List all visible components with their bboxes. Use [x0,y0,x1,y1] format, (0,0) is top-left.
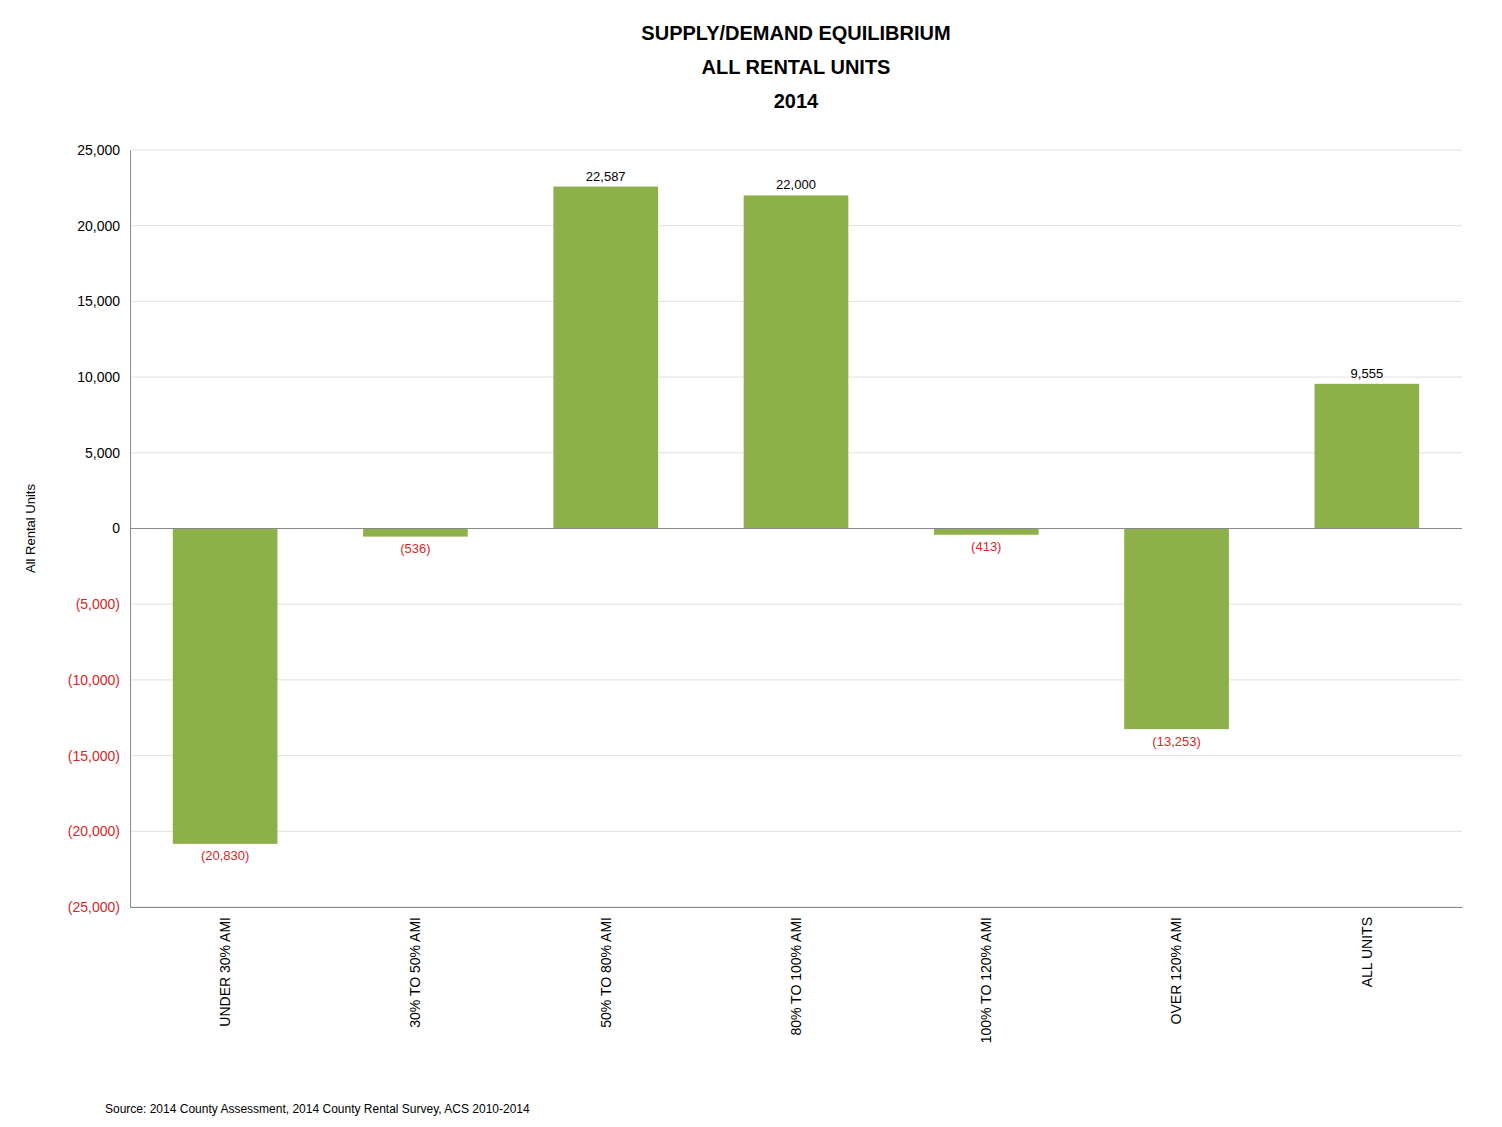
grid-line [130,755,1462,756]
y-tick-label: (15,000) [68,748,120,764]
data-label: (13,253) [1152,734,1200,749]
grid-line [130,907,1462,908]
y-tick-label: 25,000 [77,142,120,158]
x-tick-label: 30% TO 50% AMI [407,917,423,1028]
grid-line [130,831,1462,832]
y-tick: 5,000 [85,445,130,461]
x-tick-label: 80% TO 100% AMI [788,917,804,1036]
title-line: 2014 [774,90,819,112]
plot: (25,000) (20,000) (15,000) (10,000) (5,000) 0… [68,142,1463,1043]
y-tick-label: 0 [112,520,120,536]
bars [173,187,1419,844]
data-label: (413) [971,539,1001,554]
y-tick-label: 15,000 [77,293,120,309]
y-tick-label: (10,000) [68,672,120,688]
x-tick-label: UNDER 30% AMI [217,917,233,1027]
y-tick: (15,000) [68,748,130,764]
zero-line [130,528,1462,529]
data-label: (20,830) [201,848,249,863]
y-tick: (25,000) [68,899,130,915]
y-tick-label: 5,000 [85,445,120,461]
bar [553,187,658,529]
x-tick: 50% TO 80% AMI [598,907,614,1028]
data-label: 9,555 [1351,366,1384,381]
bar [934,529,1039,535]
y-tick-label: (25,000) [68,899,120,915]
y-tick-label: (20,000) [68,823,120,839]
y-axis-title: All Rental Units [23,484,38,573]
x-tick: 30% TO 50% AMI [407,907,423,1028]
y-tick: 10,000 [77,369,130,385]
y-axis-line [130,151,131,908]
bar [744,195,849,528]
chart: (25,000) (20,000) (15,000) (10,000) (5,000) 0… [0,0,1502,1127]
x-tick: 80% TO 100% AMI [788,907,804,1036]
grid-line [130,679,1462,680]
source: Source: 2014 County Assessment, 2014 Cou… [105,1102,530,1116]
x-tick-label: 50% TO 80% AMI [598,917,614,1028]
grid [130,150,1462,907]
y-tick: 25,000 [77,142,130,158]
x-axis-line [131,907,1463,908]
x-tick: OVER 120% AMI [1168,907,1184,1024]
data-label: (536) [400,541,430,556]
x-tick: ALL UNITS [1359,907,1375,987]
y-tick: (20,000) [68,823,130,839]
x-tick: 100% TO 120% AMI [978,907,994,1043]
bar [173,529,278,844]
data-label: 22,587 [586,169,626,184]
x-tick-label: ALL UNITS [1359,917,1375,987]
x-tick-label: OVER 120% AMI [1168,917,1184,1024]
x-tick: UNDER 30% AMI [217,907,233,1027]
x-tick-label: 100% TO 120% AMI [978,917,994,1043]
y-tick-label: 10,000 [77,369,120,385]
bar [1315,384,1420,529]
y-tick: 15,000 [77,293,130,309]
grid-line [130,150,1462,151]
title-line: ALL RENTAL UNITS [702,56,891,78]
grid-line [130,528,1462,529]
data-labels: (20,830) (536) 22,587 22,000 (413) (13,253) 9,… [201,169,1383,864]
bar [1124,529,1229,730]
y-axis: (25,000) (20,000) (15,000) (10,000) (5,000) 0… [68,142,131,915]
grid-line [130,604,1462,605]
title-line: SUPPLY/DEMAND EQUILIBRIUM [641,22,950,44]
x-axis: UNDER 30% AMI 30% TO 50% AMI 50% TO 80% AM… [131,907,1463,1043]
y-tick-label: 20,000 [77,218,120,234]
title: SUPPLY/DEMAND EQUILIBRIUM ALL RENTAL UNIT… [641,22,950,112]
y-tick-label: (5,000) [76,596,120,612]
y-tick: (10,000) [68,672,130,688]
data-label: 22,000 [776,177,816,192]
bar [363,529,468,537]
y-tick: 20,000 [77,218,130,234]
y-tick: 0 [112,520,130,536]
y-tick: (5,000) [76,596,130,612]
